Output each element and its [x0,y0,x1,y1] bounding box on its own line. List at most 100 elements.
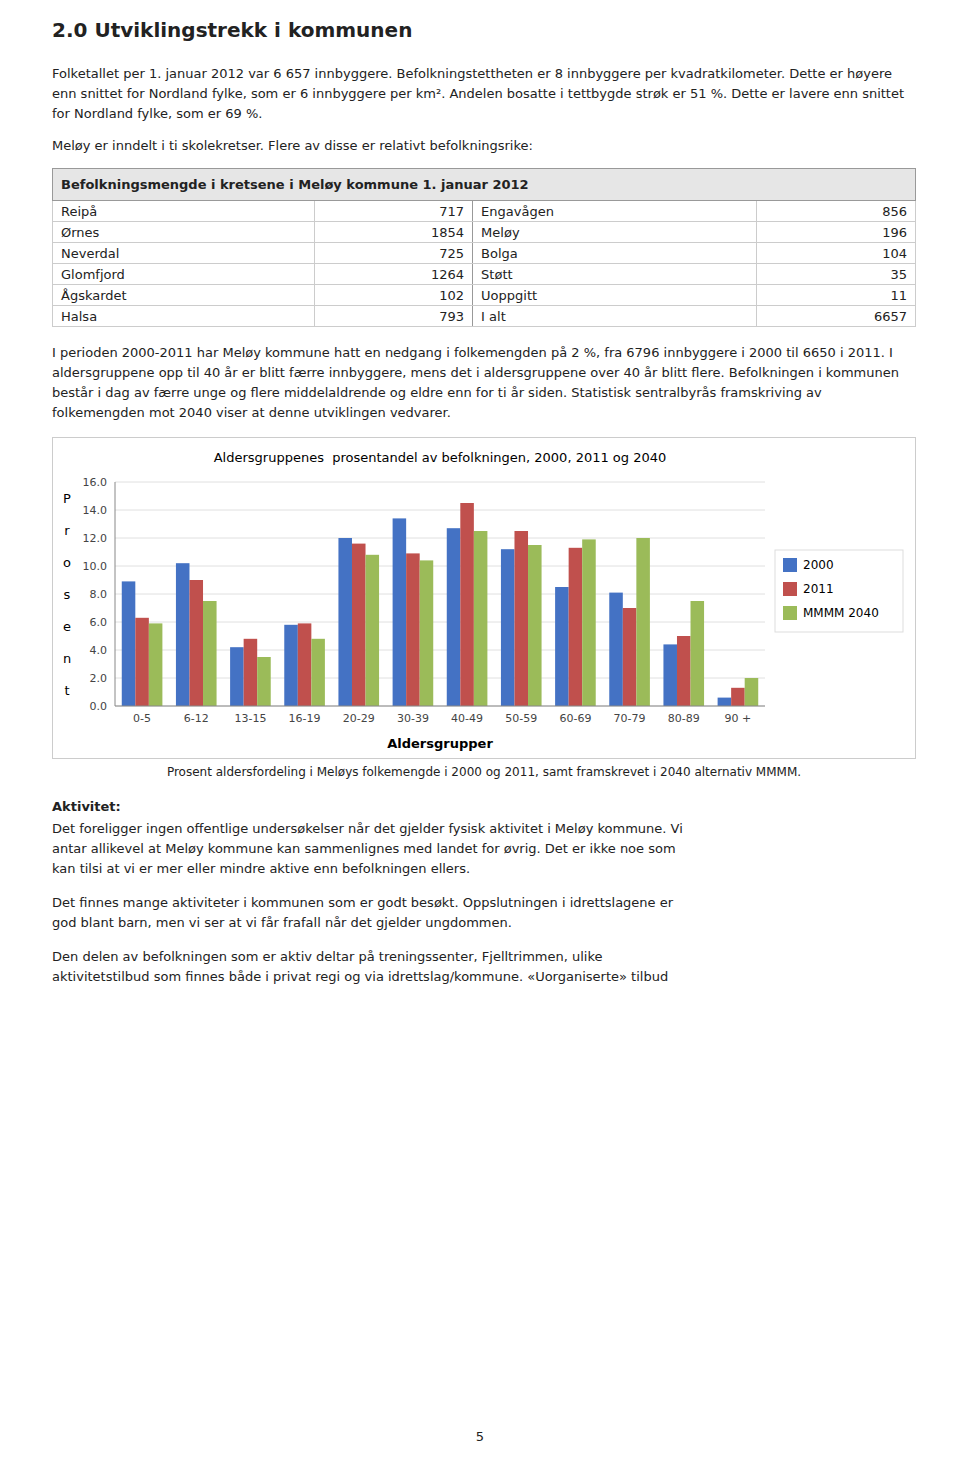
table-value: 11 [757,285,916,306]
y-tick-label: 0.0 [90,700,108,713]
table-name: Bolga [473,243,757,264]
text-line: kan tilsi at vi er mer eller mindre akti… [52,859,916,879]
paragraph: I perioden 2000-2011 har Meløy kommune h… [52,343,916,423]
bar [474,531,488,706]
page-number: 5 [0,1429,960,1444]
table-row: Ørnes1854Meløy196 [53,222,916,243]
table-name: Halsa [53,306,315,327]
text-block: Det foreligger ingen offentlige undersøk… [52,819,916,879]
bar [663,644,677,706]
bar [203,601,217,706]
y-axis [115,482,116,706]
x-tick-label: 16-19 [289,712,321,725]
x-tick-label: 40-49 [451,712,483,725]
y-tick-label: 14.0 [83,504,108,517]
bar [636,538,650,706]
grid-line [115,566,765,567]
bar [189,580,203,706]
y-axis-label-letter: n [63,651,71,666]
table-row: Halsa793I alt6657 [53,306,916,327]
bar [257,657,271,706]
y-tick-label: 8.0 [90,588,108,601]
text-line: Det foreligger ingen offentlige undersøk… [52,819,916,839]
y-tick-label: 12.0 [83,532,108,545]
y-axis-label-letter: o [63,555,71,570]
x-tick-label: 13-15 [234,712,266,725]
table-header-row: Befolkningsmengde i kretsene i Meløy kom… [53,169,916,201]
bar [718,698,732,706]
table-value: 102 [314,285,473,306]
bar [514,531,528,706]
bar [460,503,474,706]
table-value: 725 [314,243,473,264]
chart-box: Aldersgruppenes prosentandel av befolkni… [52,437,916,759]
bar [528,545,542,706]
x-tick-label: 0-5 [133,712,151,725]
bar [352,544,366,706]
bar [691,601,705,706]
bars [122,503,758,706]
text-line: god blant barn, men vi ser at vi får fra… [52,913,916,933]
table-row: Neverdal725Bolga104 [53,243,916,264]
bar [555,587,569,706]
bar [609,593,623,706]
bar [135,618,149,706]
x-tick-label: 30-39 [397,712,429,725]
x-tick-label: 90 + [725,712,752,725]
text-block: Det finnes mange aktiviteter i kommunen … [52,893,916,933]
table-value: 856 [757,201,916,222]
paragraph: Meløy er inndelt i ti skolekretser. Fler… [52,136,916,156]
table-name: Engavågen [473,201,757,222]
table-body: Reipå717Engavågen856Ørnes1854Meløy196Nev… [53,201,916,327]
bar [447,528,461,706]
table-title: Befolkningsmengde i kretsene i Meløy kom… [53,169,916,201]
bar [731,688,745,706]
legend-swatch [783,558,797,572]
y-axis-label-letter: P [63,491,71,506]
bar [677,636,691,706]
bar [311,639,325,706]
table-value: 717 [314,201,473,222]
table-value: 1854 [314,222,473,243]
legend-label: MMMM 2040 [803,606,879,620]
table-value: 104 [757,243,916,264]
bar [149,623,163,706]
table-name: Ågskardet [53,285,315,306]
x-tick-label: 70-79 [614,712,646,725]
table-row: Ågskardet102Uoppgitt11 [53,285,916,306]
grid-line [115,706,765,707]
table-name: Meløy [473,222,757,243]
bar [745,678,759,706]
text-line: Den delen av befolkningen som er aktiv d… [52,947,916,967]
page-title: 2.0 Utviklingstrekk i kommunen [52,18,916,42]
legend-swatch [783,582,797,596]
x-tick-label: 6-12 [184,712,209,725]
text-line: Det finnes mange aktiviteter i kommunen … [52,893,916,913]
legend-label: 2000 [803,558,834,572]
bar [420,560,434,706]
y-tick-label: 10.0 [83,560,108,573]
y-tick-label: 4.0 [90,644,108,657]
table-row: Reipå717Engavågen856 [53,201,916,222]
table-name: Glomfjord [53,264,315,285]
page: 2.0 Utviklingstrekk i kommunen Folketalle… [52,18,916,1001]
grid-line [115,482,765,483]
text-line: aktivitetstilbud som finnes både i priva… [52,967,916,987]
y-tick-label: 16.0 [83,476,108,489]
bar [230,647,244,706]
legend-swatch [783,606,797,620]
paragraph: Folketallet per 1. januar 2012 var 6 657… [52,64,916,124]
x-axis-label: Aldersgrupper [387,736,493,751]
table-name: Uoppgitt [473,285,757,306]
bar [284,625,298,706]
bar [582,539,596,706]
legend: 20002011MMMM 2040 [775,550,903,632]
table-name: I alt [473,306,757,327]
x-tick-label: 50-59 [505,712,537,725]
bar [122,581,136,706]
chart-caption: Prosent aldersfordeling i Meløys folkeme… [52,765,916,779]
text-line: antar allikevel at Meløy kommune kan sam… [52,839,916,859]
bar [393,518,407,706]
table-row: Glomfjord1264Støtt35 [53,264,916,285]
bar [623,608,637,706]
